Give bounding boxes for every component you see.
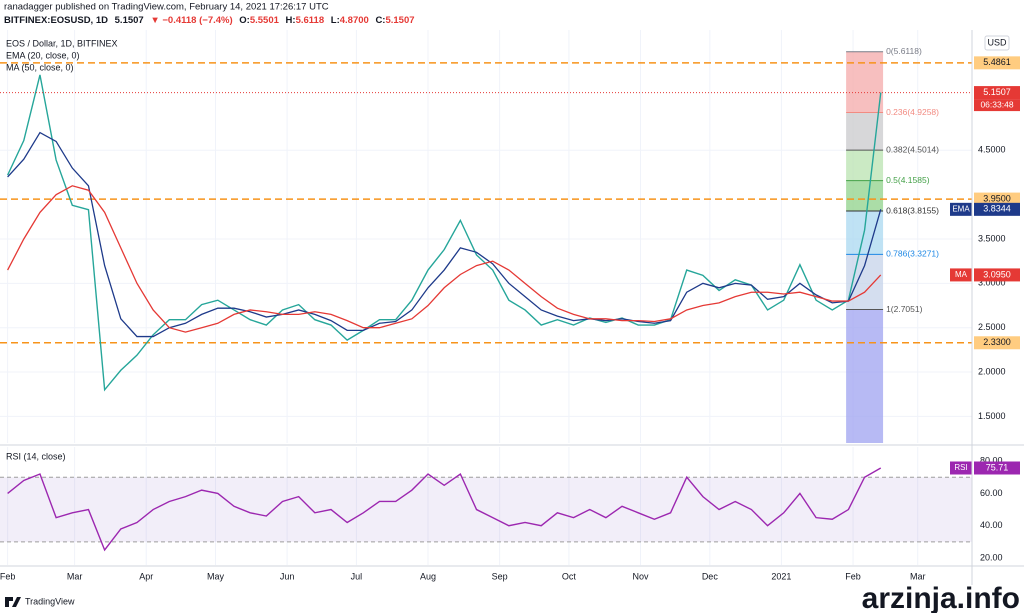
rsi-title: RSI (14, close) — [6, 451, 66, 461]
ohlc-value: 4.8700 — [340, 15, 369, 26]
x-tick-label: Dec — [702, 571, 719, 581]
unit-label: USD — [987, 37, 1007, 47]
series-line — [7, 467, 882, 552]
indicator-tag-name-label: MA — [955, 270, 968, 279]
series-line — [6, 74, 882, 392]
y-tick-label: 40.00 — [980, 520, 1003, 530]
price-tag-label: 75.71 — [986, 462, 1009, 472]
price-tag-label: 3.8344 — [983, 204, 1011, 214]
x-tick-label: Jun — [280, 571, 295, 581]
price-tag-label: 5.4861 — [983, 57, 1011, 67]
fib-zone — [846, 180, 884, 212]
y-tick-label: 1.5000 — [978, 411, 1006, 421]
price-tag — [974, 86, 1020, 100]
y-tick-label: 3.0000 — [978, 278, 1006, 288]
x-tick-label: Feb — [845, 571, 861, 581]
quote-line: BITFINEX:EOSUSD, 1D 5.1507 ▼ −0.4118 (−7… — [4, 15, 415, 26]
y-tick-label: 4.5000 — [978, 145, 1006, 155]
x-tick-label: 2021 — [771, 571, 791, 581]
logo-icon — [5, 597, 21, 607]
watermark-bg — [826, 585, 1024, 613]
price-tag-label: 2.3300 — [983, 337, 1011, 347]
x-tick-label: May — [207, 571, 225, 581]
ohlc-label: O: — [239, 15, 250, 26]
x-tick-label: Feb — [0, 571, 15, 581]
price-tag — [974, 202, 1020, 216]
countdown: 06:33:48 — [980, 99, 1013, 109]
countdown-box — [974, 99, 1020, 112]
indicator-tag-name — [950, 202, 972, 216]
change: ▼ −0.4118 (−7.4%) — [150, 15, 232, 26]
x-tick-label: Sep — [492, 571, 508, 581]
ohlc-label: H: — [286, 15, 296, 26]
x-tick-label: Aug — [420, 571, 436, 581]
fib-zone — [846, 254, 884, 310]
fib-label: 0(5.6118) — [886, 46, 922, 56]
x-tick-label: Oct — [562, 571, 577, 581]
price-tag — [974, 336, 1020, 350]
last-price: 5.1507 — [115, 15, 144, 26]
fib-label: 0.786(3.3271) — [886, 249, 939, 259]
ohlc-value: 5.6118 — [296, 15, 325, 26]
price-tag — [974, 56, 1020, 70]
x-tick-label: Mar — [67, 571, 83, 581]
price-tag-label: 3.9500 — [983, 193, 1011, 203]
plot-layer: Feb Mar Apr May Jun Jul Aug Sep Oct Nov Dec 2021 Feb… — [0, 30, 1020, 581]
indicator-tag-name-label: EMA — [952, 204, 970, 213]
y-tick-label: 2.0000 — [978, 366, 1006, 376]
ohlc-value: 5.5501 — [250, 15, 280, 26]
price-tag — [974, 268, 1020, 282]
legend-entry: EMA (20, close, 0) — [6, 50, 80, 60]
fib-zone — [846, 51, 884, 113]
indicator-tag-name — [950, 268, 972, 282]
y-tick-label: 80.00 — [980, 455, 1003, 465]
y-tick-label: 60.00 — [980, 488, 1003, 498]
watermark: arzinja.info — [862, 582, 1020, 613]
x-tick-label: Jul — [351, 571, 363, 581]
x-tick-label: Nov — [633, 571, 650, 581]
brand: TradingView — [25, 596, 75, 606]
price-tag-label: 5.1507 — [983, 87, 1011, 97]
symbol: BITFINEX:EOSUSD, 1D — [4, 15, 108, 26]
fib-zone — [846, 309, 884, 443]
symbol-title: EOS / Dollar, 1D, BITFINEX — [6, 38, 118, 48]
series-line — [7, 185, 882, 333]
x-tick-label: Apr — [139, 571, 153, 581]
rsi-band — [0, 477, 972, 542]
ohlc-label: C: — [375, 15, 385, 26]
indicator-tag-name-label: RSI — [954, 463, 967, 472]
unit-box[interactable] — [984, 35, 1010, 51]
legend-entry: MA (50, close, 0) — [6, 62, 74, 72]
y-tick-label: 20.00 — [980, 552, 1003, 562]
published-line: ranadagger published on TradingView.com,… — [4, 2, 329, 13]
series-line — [7, 131, 882, 338]
fib-label: 0.236(4.9258) — [886, 107, 939, 117]
fib-label: 1(2.7051) — [886, 304, 923, 314]
fib-label: 0.618(3.8155) — [886, 205, 939, 215]
y-tick-label: 2.5000 — [978, 322, 1006, 332]
indicator-tag-name — [950, 461, 972, 475]
price-tag — [974, 461, 1020, 475]
fib-label: 0.382(4.5014) — [886, 144, 939, 154]
ohlc-value: 5.1507 — [385, 15, 414, 26]
y-tick-label: 3.5000 — [978, 233, 1006, 243]
fib-zone — [846, 112, 884, 151]
price-tag — [974, 192, 1020, 206]
ohlc-label: L: — [331, 15, 340, 26]
tradingview-logo[interactable]: TradingView — [5, 596, 75, 607]
fib-zone — [846, 150, 884, 181]
price-tag-label: 3.0950 — [983, 269, 1011, 279]
fib-label: 0.5(4.1585) — [886, 175, 930, 185]
x-tick-label: Mar — [910, 571, 926, 581]
